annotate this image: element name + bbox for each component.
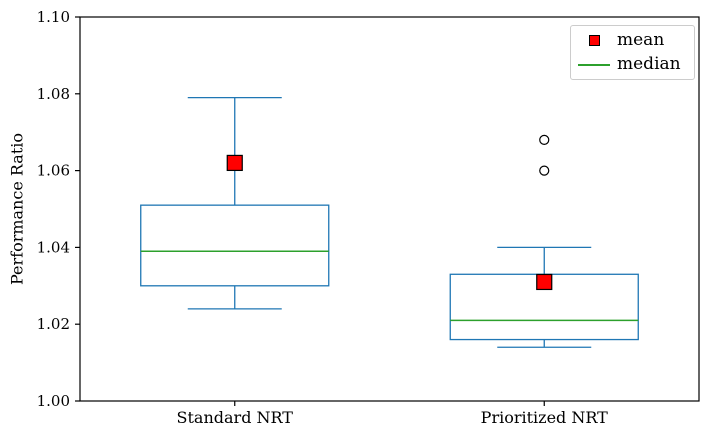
y-tick-label: 1.10 (37, 8, 70, 26)
legend: mean median (570, 25, 695, 80)
legend-label-median: median (617, 54, 681, 75)
mean-marker-standard-nrt (226, 154, 243, 172)
legend-item-mean: mean (571, 28, 694, 52)
legend-item-median: median (571, 53, 694, 77)
y-axis-title: Performance Ratio (7, 132, 27, 286)
outlier-point-prioritized-nrt (539, 165, 550, 176)
mean-marker-icon (588, 34, 600, 46)
median-line-icon (578, 63, 610, 66)
plot-border (79, 16, 700, 402)
legend-label-mean: mean (617, 29, 665, 50)
mean-marker-prioritized-nrt (536, 273, 553, 291)
box-standard-nrt (140, 204, 330, 287)
y-tick-label: 1.08 (37, 85, 70, 103)
x-tick-label: Standard NRT (177, 408, 294, 427)
y-tick-label: 1.04 (37, 238, 70, 256)
legend-swatch-wrap (571, 34, 617, 46)
y-tick-label: 1.02 (37, 315, 70, 333)
outlier-point-prioritized-nrt (539, 134, 550, 145)
x-tick-label: Prioritized NRT (481, 408, 608, 427)
legend-swatch-wrap (571, 63, 617, 66)
y-tick-label: 1.06 (37, 162, 70, 180)
y-tick-label: 1.00 (37, 392, 70, 410)
